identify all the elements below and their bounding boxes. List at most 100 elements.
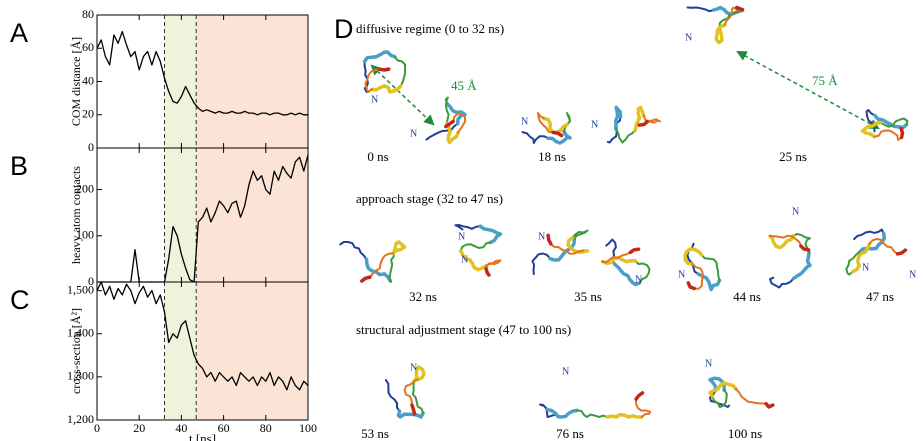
terminus-label: N — [538, 231, 545, 242]
protein-ribbon — [691, 263, 704, 290]
protein-ribbon — [378, 67, 391, 72]
distance-arrow — [370, 64, 435, 126]
terminus-label: N — [562, 366, 569, 377]
terminus-label: N — [705, 358, 712, 369]
protein-ribbon — [396, 409, 425, 419]
x-tick-label: 20 — [133, 421, 145, 435]
y-tick-label: 80 — [82, 7, 94, 21]
protein-ribbon — [769, 276, 795, 289]
protein-ribbon — [633, 105, 646, 133]
protein-ribbon — [895, 248, 908, 256]
protein-ribbon — [549, 242, 584, 255]
section-title: approach stage (32 to 47 ns) — [356, 191, 503, 206]
panel-letter: D — [334, 14, 354, 44]
y-tick-label: 200 — [76, 181, 94, 195]
panel-letter: B — [10, 151, 28, 181]
protein-ribbon — [714, 23, 727, 45]
terminus-label: N — [521, 116, 528, 127]
protein-ribbon — [768, 233, 796, 250]
frame-label: 47 ns — [866, 289, 894, 304]
protein-ribbon — [683, 247, 704, 266]
shaded-region — [196, 282, 308, 420]
protein-ribbon — [899, 126, 905, 140]
protein-ribbon — [546, 129, 572, 145]
frame-label: 25 ns — [779, 149, 807, 164]
protein-ribbon — [444, 119, 455, 129]
terminus-label: N — [678, 269, 685, 280]
terminus-label: N — [792, 206, 799, 217]
terminus-label: N — [410, 128, 417, 139]
y-tick-label: 1,500 — [67, 282, 94, 296]
protein-ribbon — [851, 242, 872, 274]
protein-ribbon — [769, 234, 802, 247]
protein-ribbon — [545, 407, 579, 419]
protein-ribbon — [411, 380, 425, 415]
terminus-label: N — [410, 362, 417, 373]
y-tick-label: 1,200 — [67, 412, 94, 426]
protein-ribbon — [868, 237, 899, 255]
terminus-label: N — [461, 254, 468, 265]
protein-ribbon — [764, 401, 775, 409]
frame-label: 100 ns — [728, 426, 762, 441]
y-tick-label: 60 — [82, 40, 94, 54]
protein-ribbon — [536, 112, 555, 134]
protein-ribbon — [384, 379, 401, 413]
protein-ribbon — [576, 409, 609, 418]
x-tick-label: 40 — [175, 421, 187, 435]
protein-ribbon — [362, 50, 397, 64]
protein-ribbon — [458, 249, 488, 272]
y-tick-label: 100 — [76, 228, 94, 242]
protein-ribbon — [635, 398, 651, 418]
protein-ribbon — [792, 232, 811, 254]
terminus-label: N — [909, 269, 916, 280]
protein-ribbon — [360, 275, 372, 283]
protein-ribbon — [391, 240, 407, 256]
frame-label: 0 ns — [367, 149, 388, 164]
protein-ribbon — [548, 237, 577, 262]
x-tick-label: 0 — [94, 421, 100, 435]
protein-ribbon — [368, 252, 395, 279]
x-tick-label: 80 — [260, 421, 272, 435]
protein-ribbon — [444, 121, 460, 145]
data-line — [96, 281, 309, 391]
y-axis-label: heavy atom contacts — [69, 166, 83, 264]
frame-label: 53 ns — [361, 426, 389, 441]
protein-ribbon — [364, 257, 392, 283]
protein-ribbon — [873, 129, 903, 141]
panel-letter: C — [10, 285, 30, 315]
protein-ribbon — [370, 84, 403, 94]
protein-ribbon — [484, 266, 491, 277]
shaded-region — [196, 15, 308, 148]
protein-ribbon — [634, 259, 651, 285]
y-tick-label: 0 — [88, 274, 94, 288]
y-tick-label: 40 — [82, 73, 94, 87]
section-title: diffusive regime (0 to 32 ns) — [356, 21, 504, 36]
terminus-label: N — [371, 94, 378, 105]
protein-ribbon — [393, 55, 406, 87]
protein-ribbon — [425, 122, 459, 141]
protein-ribbon — [388, 250, 395, 283]
protein-ribbon — [853, 228, 885, 241]
protein-ribbon — [708, 381, 738, 399]
shaded-region — [164, 148, 197, 282]
shaded-region — [196, 148, 308, 282]
data-line — [97, 154, 309, 283]
terminus-label: N — [862, 262, 869, 273]
protein-ribbon — [845, 251, 861, 276]
protein-ribbon — [531, 252, 551, 276]
protein-ribbon — [478, 224, 503, 245]
protein-ribbon — [860, 120, 883, 139]
protein-ribbon — [454, 224, 482, 231]
terminus-label: N — [635, 274, 642, 285]
protein-ribbon — [403, 378, 419, 407]
protein-ribbon — [444, 96, 450, 125]
frame-label: 76 ns — [556, 426, 584, 441]
y-tick-label: 20 — [82, 107, 94, 121]
terminus-label: N — [591, 119, 598, 130]
frame-label: 18 ns — [538, 149, 566, 164]
y-axis-label: COM distance [Å] — [69, 37, 83, 126]
shaded-region — [164, 282, 197, 420]
protein-ribbon — [628, 247, 641, 255]
